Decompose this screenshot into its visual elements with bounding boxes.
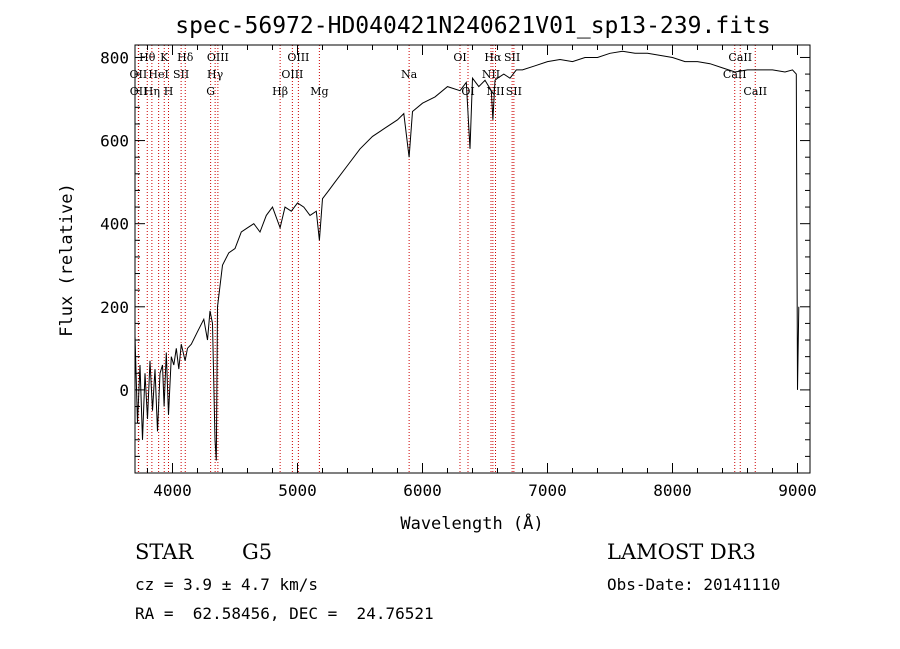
x-tick-label: 4000: [153, 481, 192, 500]
line-marker-label: Hδ: [177, 51, 194, 64]
line-marker-label: CaII: [743, 85, 767, 98]
x-tick-label: 9000: [778, 481, 817, 500]
line-marker-label: SII: [506, 85, 522, 98]
line-marker-label: OIII: [281, 68, 303, 81]
redshift-velocity: cz = 3.9 ± 4.7 km/s: [135, 575, 319, 594]
line-marker-label: CaII: [723, 68, 747, 81]
line-marker-label: NII: [486, 85, 504, 98]
line-marker-label: K: [160, 51, 169, 64]
line-marker-label: OIII: [207, 51, 229, 64]
subclass: G5: [242, 540, 273, 564]
line-marker-label: Na: [401, 68, 418, 81]
survey-name: LAMOST DR3: [607, 540, 756, 564]
line-marker-label: HeI: [148, 68, 168, 81]
x-tick-label: 5000: [278, 481, 317, 500]
line-marker-label: Hη: [144, 85, 160, 98]
line-marker-label: Hγ: [207, 68, 224, 81]
line-marker-label: H: [164, 85, 174, 98]
line-marker-labels: HθOIIOIIHηHeIKHSIIHδHγGOIIIHβOIIIOIIIMgN…: [130, 51, 768, 98]
y-axis: 0 200 400 600 800: [100, 48, 810, 457]
x-axis: 4000 5000 6000 7000 8000 9000: [147, 45, 817, 500]
coordinates: RA = 62.58456, DEC = 24.76521: [135, 604, 434, 623]
plot-frame: [134, 44, 811, 474]
y-tick-label: 800: [100, 48, 129, 67]
line-marker-label: NII: [482, 68, 500, 81]
line-marker-label: SII: [173, 68, 189, 81]
x-tick-label: 7000: [528, 481, 567, 500]
x-tick-label: 8000: [653, 481, 692, 500]
line-marker-label: Hα: [484, 51, 502, 64]
line-marker-label: SII: [504, 51, 520, 64]
y-tick-label: 0: [119, 381, 129, 400]
line-marker-label: Mg: [310, 85, 328, 98]
line-marker-label: OI: [461, 85, 474, 98]
line-marker-label: CaII: [728, 51, 752, 64]
line-marker-label: G: [206, 85, 215, 98]
y-tick-label: 600: [100, 132, 129, 151]
y-tick-label: 400: [100, 215, 129, 234]
line-marker-label: OII: [130, 85, 148, 98]
line-markers: [137, 45, 756, 473]
x-axis-label: Wavelength (Å): [400, 512, 543, 534]
spectrum-line: [134, 50, 800, 461]
line-marker-label: OIII: [287, 51, 309, 64]
line-marker-label: Hβ: [272, 85, 288, 98]
line-marker-label: Hθ: [139, 51, 156, 64]
observation-date: Obs-Date: 20141110: [607, 575, 781, 594]
chart-title: spec-56972-HD040421N240621V01_sp13-239.f…: [175, 13, 770, 39]
y-axis-label: Flux (relative): [57, 183, 77, 337]
y-tick-label: 200: [100, 298, 129, 317]
x-tick-label: 6000: [403, 481, 442, 500]
object-class: STAR: [135, 540, 194, 564]
line-marker-label: OI: [453, 51, 466, 64]
